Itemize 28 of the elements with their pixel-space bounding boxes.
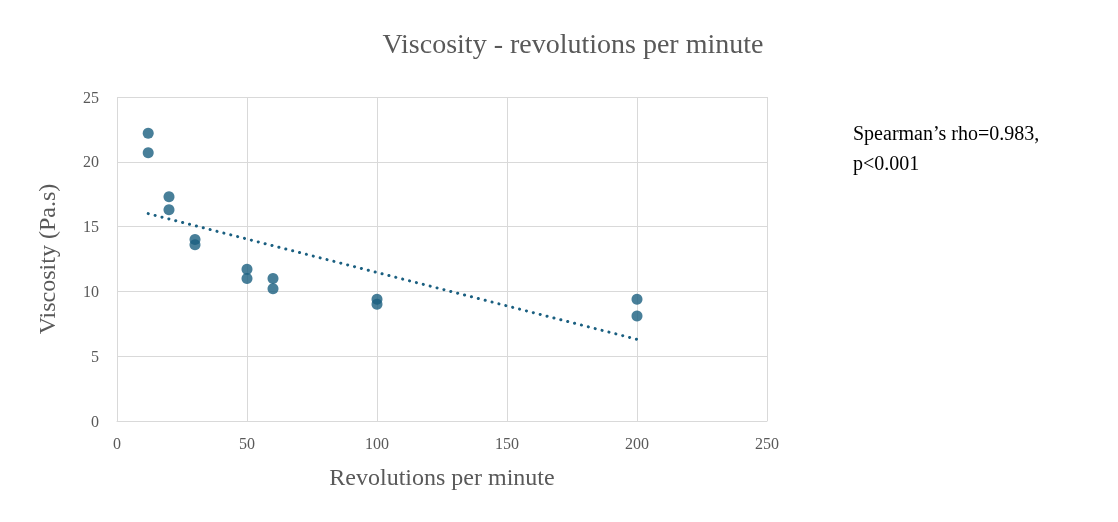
y-tick-label: 15 [83, 218, 99, 236]
point [189, 239, 201, 251]
x-tick-label: 100 [365, 434, 389, 452]
point [267, 283, 279, 295]
y-tick-label: 20 [83, 153, 99, 171]
y-tick-label: 25 [83, 88, 99, 106]
y-tick-label: 10 [83, 282, 99, 300]
x-tick-label: 200 [625, 434, 649, 452]
point [371, 298, 383, 310]
point [142, 127, 154, 139]
point [142, 147, 154, 159]
point [267, 272, 279, 284]
y-tick-label: 0 [91, 412, 99, 430]
x-axis-title: Revolutions per minute [329, 464, 555, 490]
x-tick-label: 150 [495, 434, 519, 452]
point [631, 310, 643, 322]
x-tick-label: 250 [755, 434, 779, 452]
x-tick-label: 50 [239, 434, 255, 452]
point [163, 204, 175, 216]
point [163, 191, 175, 203]
text: Spearman’s rho=0.983, p<0.001 [853, 122, 1045, 175]
point [631, 293, 643, 305]
x-tick-label: 0 [113, 434, 121, 452]
chart-title: Viscosity - revolutions per minute [382, 27, 764, 59]
y-axis-title: Viscosity (Pa.s) [34, 183, 60, 335]
point [241, 263, 253, 275]
point [241, 272, 253, 284]
y-tick-label: 5 [91, 347, 99, 365]
